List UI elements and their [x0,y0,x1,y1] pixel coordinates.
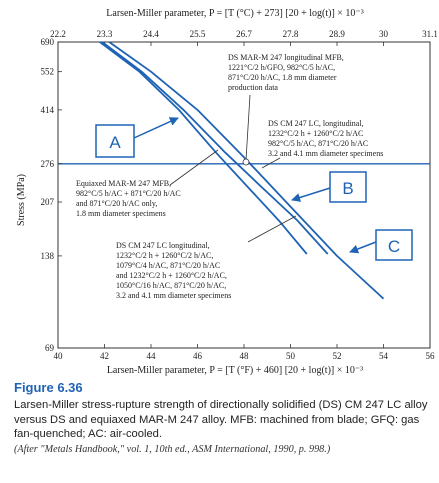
annotation-mfb: DS MAR-M 247 longitudinal MFB, 1221°C/2 … [228,53,344,92]
annotation-lc2-line: 1079°C/4 h/AC, 871°C/20 h/AC [116,261,220,270]
y-tick-label: 414 [41,105,55,115]
annotation-mfb-line: 871°C/20 h/AC, 1.8 mm diameter [228,73,337,82]
callout-c: C [376,230,412,260]
data-point-marker [243,159,249,165]
annotation-equiaxed-line: and 871°C/20 h/AC only, [76,199,157,208]
top-tick-label: 26.7 [236,29,252,39]
annotation-equiaxed: Equiaxed MAR-M 247 MFB, 982°C/5 h/AC + 8… [76,179,181,218]
x-tick-label: 40 [54,351,64,361]
y-tick-label: 276 [41,159,55,169]
annotation-lc2-line: DS CM 247 LC longitudinal, [116,241,210,250]
annotation-lc2: DS CM 247 LC longitudinal, 1232°C/2 h + … [116,241,231,300]
top-tick-label: 31.1 [422,29,438,39]
figure-caption: Figure 6.36 Larsen-Miller stress-rupture… [14,380,434,455]
x-tick-label: 48 [240,351,250,361]
annotation-lc-line: 982°C/5 h/AC, 871°C/20 h/AC [268,139,368,148]
x-tick-label: 42 [100,351,109,361]
x-tick-label: 54 [379,351,389,361]
annotation-equiaxed-line: Equiaxed MAR-M 247 MFB, [76,179,171,188]
callout-b-label: B [342,179,353,198]
y-tick-label: 552 [41,67,55,77]
annotation-lc2-line: and 1232°C/2 h + 1260°C/2 h/AC, [116,271,227,280]
x-tick-label: 46 [193,351,203,361]
annotation-mfb-line: production data [228,83,278,92]
x-tick-label: 52 [333,351,342,361]
x-tick-label: 44 [147,351,157,361]
top-tick-label: 25.5 [190,29,206,39]
annotation-lc-leader [262,158,280,168]
annotation-equiaxed-line: 982°C/5 h/AC + 871°C/20 h/AC [76,189,181,198]
annotation-lc-line: 1232°C/2 h + 1260°C/2 h/AC [268,129,363,138]
callout-a: A [96,125,134,157]
annotation-lc-line: 3.2 and 4.1 mm diameter specimens [268,149,383,158]
x-tick-label: 56 [426,351,436,361]
top-axis-label: Larsen-Miller parameter, P = [T (°C) + 2… [106,8,363,19]
top-tick-label: 27.8 [283,29,299,39]
x-tick-label: 50 [286,351,296,361]
callout-c-label: C [388,237,400,256]
callout-c-arrow [350,242,376,252]
annotation-lc2-line: 1232°C/2 h + 1260°C/2 h/AC, [116,251,213,260]
top-tick-label: 30 [379,29,389,39]
figure-text: Larsen-Miller stress-rupture strength of… [14,398,434,442]
annotation-lc: DS CM 247 LC, longitudinal, 1232°C/2 h +… [268,119,383,158]
annotation-equiaxed-leader [170,150,218,185]
annotation-lc2-line: 3.2 and 4.1 mm diameter specimens [116,291,231,300]
annotation-lc2-leader [248,216,296,242]
y-tick-label: 138 [41,251,55,261]
stress-rupture-chart: Larsen-Miller parameter, P = [T (°C) + 2… [0,0,439,380]
top-tick-label: 24.4 [143,29,159,39]
annotation-lc2-line: 1050°C/16 h/AC, 871°C/20 h/AC, [116,281,226,290]
top-tick-label: 23.3 [97,29,113,39]
bottom-axis-label: Larsen-Miller parameter, P = [T (°F) + 4… [107,365,363,376]
annotation-equiaxed-line: 1.8 mm diameter specimens [76,209,166,218]
y-tick-label: 69 [45,343,55,353]
y-tick-label: 207 [41,197,55,207]
annotation-mfb-leader [246,95,250,160]
figure-label: Figure 6.36 [14,380,434,395]
y-axis-label: Stress (MPa) [16,174,27,226]
annotation-lc-line: DS CM 247 LC, longitudinal, [268,119,364,128]
annotation-mfb-line: 1221°C/2 h/GFO, 982°C/5 h/AC, [228,63,335,72]
callout-a-label: A [109,133,121,152]
callout-b: B [330,172,366,202]
figure-source: (After "Metals Handbook," vol. 1, 10th e… [14,444,434,455]
annotation-mfb-line: DS MAR-M 247 longitudinal MFB, [228,53,344,62]
top-tick-label: 28.9 [329,29,345,39]
callout-a-arrow [134,118,178,138]
callout-b-arrow [292,188,330,200]
y-tick-label: 690 [41,37,55,47]
